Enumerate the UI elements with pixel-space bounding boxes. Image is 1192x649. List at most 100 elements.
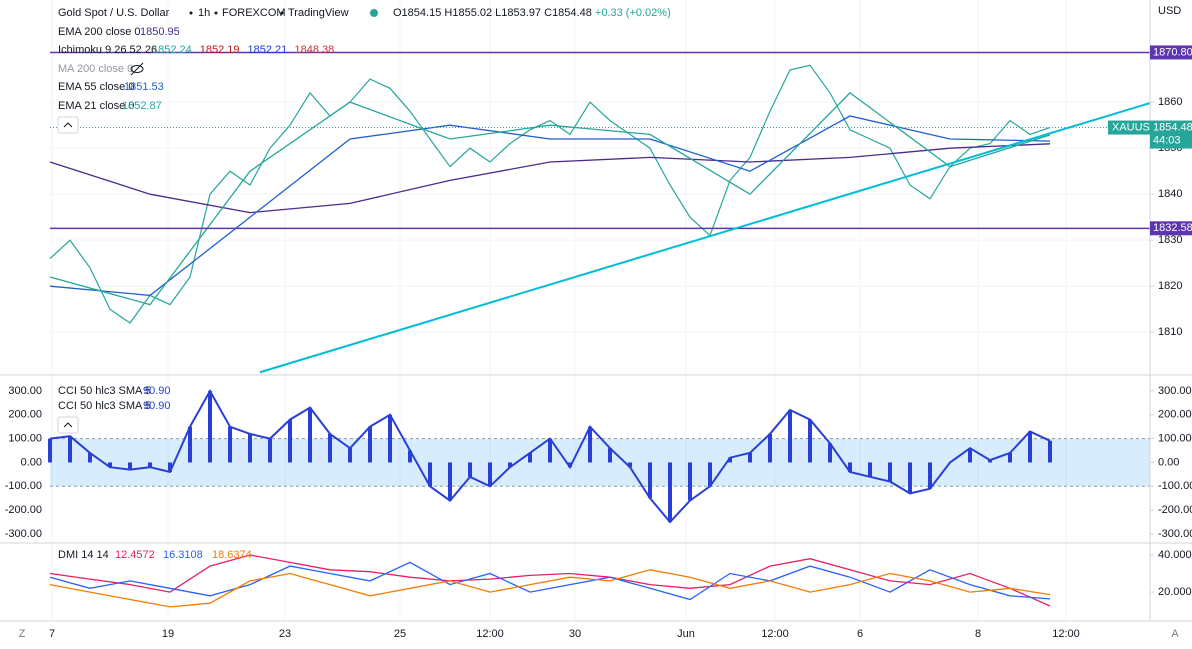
legend-name: EMA 55 close 0 xyxy=(58,81,134,93)
y-tick-label: 200.00 xyxy=(1158,409,1192,421)
eye xyxy=(130,65,144,73)
y-tick-label: -300.00 xyxy=(5,528,42,540)
series-line xyxy=(49,115,1051,297)
legend-value: 90.90 xyxy=(143,400,171,412)
bar xyxy=(528,452,532,463)
x-tick-label: 6 xyxy=(857,628,863,640)
bar xyxy=(988,460,992,463)
y-tick-label: 1820 xyxy=(1158,280,1182,292)
bar xyxy=(908,462,912,494)
auto-button[interactable]: A xyxy=(1171,628,1179,640)
y-tick-label: 20.0000 xyxy=(1158,586,1192,598)
bar xyxy=(768,433,772,463)
legend-values: 1852.24 1852.19 1852.21 1848.38 xyxy=(152,44,334,56)
bar xyxy=(188,426,192,463)
x-tick-label: 12:00 xyxy=(1052,628,1080,640)
chart-title: Gold Spot / U.S. Dollar xyxy=(58,7,170,19)
legend-value: 12.4572 xyxy=(115,549,155,561)
x-tick-label: 19 xyxy=(162,628,174,640)
series-line xyxy=(49,561,1051,601)
status-dot xyxy=(370,9,378,17)
legend-name: CCI 50 hlc3 SMA 5 xyxy=(58,385,151,397)
dot xyxy=(214,11,218,15)
collapse-button[interactable] xyxy=(57,116,79,134)
legend-value: 1851.53 xyxy=(124,81,164,93)
bar xyxy=(848,462,852,472)
x-tick-label: 23 xyxy=(279,628,291,640)
y-tick-label: 1830 xyxy=(1158,234,1182,246)
platform: TradingView xyxy=(288,7,349,19)
bar xyxy=(328,433,332,463)
bar xyxy=(708,462,712,487)
chevron xyxy=(63,422,73,428)
source: FOREXCOM xyxy=(222,7,286,19)
bar xyxy=(68,436,72,463)
legend-value: 1852.21 xyxy=(248,44,288,56)
y-tick-label: 40.0000 xyxy=(1158,549,1192,561)
bar xyxy=(248,433,252,463)
x-tick-label: Jun xyxy=(677,628,695,640)
level-tag xyxy=(1150,221,1192,236)
series-line xyxy=(49,569,1051,608)
dot xyxy=(280,11,284,15)
bar xyxy=(928,462,932,489)
legend: Gold Spot / U.S. Dollar 1h FOREXCOM Trad… xyxy=(19,5,1182,640)
legend-name: DMI 14 14 xyxy=(58,549,109,561)
legend-name: EMA 200 close 0 xyxy=(58,26,141,38)
y-tick-label: -100.00 xyxy=(5,480,42,492)
bar xyxy=(168,462,172,472)
bar xyxy=(788,410,792,463)
y-tick-label: 200.00 xyxy=(8,409,42,421)
y-tick-label: 300.00 xyxy=(8,385,42,397)
bar xyxy=(428,462,432,487)
eye-slash xyxy=(130,62,144,76)
y-tick-label: 0.00 xyxy=(21,456,42,468)
bar xyxy=(128,462,132,470)
bar xyxy=(348,448,352,463)
level-tag xyxy=(1150,45,1192,60)
bar xyxy=(548,438,552,463)
cci-band xyxy=(50,438,1150,487)
countdown: 44:03 xyxy=(1153,134,1181,146)
bar xyxy=(808,419,812,463)
open: O1854.15 xyxy=(393,7,441,19)
bar xyxy=(288,419,292,463)
cci-line xyxy=(49,388,1051,524)
y-tick-label: -200.00 xyxy=(1158,504,1192,516)
interval: 1h xyxy=(198,7,210,19)
legend-name: CCI 50 hlc3 SMA 5 xyxy=(58,400,151,412)
x-tick-label: 8 xyxy=(975,628,981,640)
series-line xyxy=(49,64,1051,324)
bar xyxy=(468,462,472,477)
series-line xyxy=(49,92,1051,306)
zoom-button[interactable]: Z xyxy=(19,628,26,640)
bar xyxy=(748,452,752,463)
price-label: 1854.48 xyxy=(1153,121,1192,133)
price-tag xyxy=(1150,120,1192,149)
dot xyxy=(189,11,193,15)
bar xyxy=(308,407,312,463)
bar xyxy=(868,462,872,477)
legend-value: 1848.38 xyxy=(294,44,334,56)
y-tick-label: 1810 xyxy=(1158,326,1182,338)
legend-value: 18.6374 xyxy=(212,549,252,561)
legend-value: 1852.19 xyxy=(200,44,240,56)
currency: USD xyxy=(1158,5,1181,17)
ohlc: O1854.15 H1855.02 L1853.97 C1854.48 +0.3… xyxy=(393,7,671,19)
y-tick-label: 100.00 xyxy=(8,433,42,445)
y-tick-label: 100.00 xyxy=(1158,433,1192,445)
bar xyxy=(1048,440,1052,463)
symbol-tag xyxy=(1108,120,1150,135)
legend-value: 1852.24 xyxy=(152,44,192,56)
legend-value: 16.3108 xyxy=(163,549,203,561)
x-tick-label: 7 xyxy=(49,628,55,640)
bar xyxy=(408,450,412,463)
series-line xyxy=(49,143,1051,214)
collapse-button[interactable] xyxy=(57,416,79,434)
bar xyxy=(648,462,652,499)
bar xyxy=(588,426,592,463)
legend-value: 1852.87 xyxy=(122,100,162,112)
bar xyxy=(568,462,572,468)
hidden-icon[interactable] xyxy=(130,62,144,76)
bar xyxy=(88,452,92,463)
